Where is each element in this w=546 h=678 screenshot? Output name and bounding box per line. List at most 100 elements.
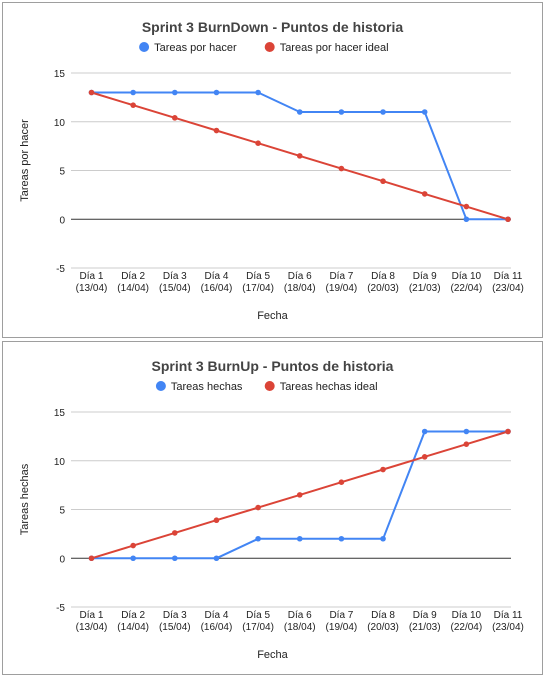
x-tick-label: Día 2 <box>121 271 145 282</box>
x-tick-sublabel: (21/03) <box>409 622 441 633</box>
x-tick-sublabel: (16/04) <box>201 622 233 633</box>
x-tick-label: Día 4 <box>204 610 228 621</box>
series-2-point <box>88 555 95 562</box>
series-2-point <box>213 517 220 524</box>
series-2-point <box>421 191 428 197</box>
series-1-point <box>380 535 386 542</box>
legend-label-1: Tareas por hacer <box>154 42 237 54</box>
x-tick-label: Día 1 <box>80 271 104 282</box>
series-2-point <box>88 89 95 96</box>
x-tick-sublabel: (19/04) <box>326 283 358 294</box>
series-2-point <box>130 102 136 108</box>
series-2-point <box>338 165 345 172</box>
x-tick-label: Día 6 <box>288 610 312 621</box>
x-tick-label: Día 6 <box>288 271 312 282</box>
y-tick-label: -5 <box>56 603 65 614</box>
x-tick-sublabel: (20/03) <box>367 622 399 633</box>
chart-title: Sprint 3 BurnDown - Puntos de historia <box>142 19 404 35</box>
series-1-point <box>172 555 178 562</box>
y-tick-label: -5 <box>56 264 65 275</box>
series-1-point <box>421 428 428 435</box>
series-2-point <box>421 454 428 460</box>
x-tick-label: Día 10 <box>452 610 482 621</box>
x-tick-sublabel: (13/04) <box>76 622 108 633</box>
legend-label-1: Tareas hechas <box>171 381 243 393</box>
x-tick-sublabel: (15/04) <box>159 622 191 633</box>
burndown-chart-panel: Sprint 3 BurnDown - Puntos de historia Ta… <box>2 2 543 338</box>
x-tick-label: Día 11 <box>494 610 523 621</box>
chart-title: Sprint 3 BurnUp - Puntos de historia <box>152 358 394 374</box>
series-1-point <box>172 89 178 96</box>
series-1-point <box>130 555 136 562</box>
y-axis-label: Tareas por hacer <box>19 119 31 202</box>
series-1-point <box>338 109 345 115</box>
x-tick-label: Día 8 <box>371 271 395 282</box>
series-1-point <box>255 535 261 542</box>
x-tick-label: Día 3 <box>163 271 187 282</box>
burnup-chart: Sprint 3 BurnUp - Puntos de historia Tare… <box>19 358 524 661</box>
x-axis-label: Fecha <box>257 310 288 322</box>
x-tick-label: Día 3 <box>163 610 187 621</box>
y-axis-label: Tareas hechas <box>19 463 31 535</box>
x-tick-sublabel: (17/04) <box>242 283 274 294</box>
x-tick-sublabel: (16/04) <box>201 283 233 294</box>
series-2-point <box>130 542 136 549</box>
x-tick-label: Día 8 <box>371 610 395 621</box>
x-tick-sublabel: (19/04) <box>326 622 358 633</box>
x-tick-label: Día 7 <box>329 271 353 282</box>
x-tick-sublabel: (14/04) <box>117 283 149 294</box>
legend-marker-2 <box>264 42 275 52</box>
y-tick-label: 0 <box>59 215 65 226</box>
series-2-point <box>296 153 303 159</box>
series-2-point <box>172 115 178 121</box>
series-2-point <box>255 504 261 511</box>
x-tick-label: Día 7 <box>329 610 353 621</box>
x-tick-label: Día 4 <box>204 271 228 282</box>
x-tick-sublabel: (13/04) <box>76 283 108 294</box>
series-1-point <box>130 89 136 96</box>
x-tick-sublabel: (21/03) <box>409 283 441 294</box>
series-1-point <box>255 89 261 96</box>
burndown-chart: Sprint 3 BurnDown - Puntos de historia Ta… <box>19 19 524 322</box>
y-tick-label: 10 <box>54 118 66 129</box>
series-2-point <box>172 530 178 536</box>
x-tick-sublabel: (23/04) <box>492 283 524 294</box>
legend-label-2: Tareas hechas ideal <box>280 381 378 393</box>
x-tick-label: Día 1 <box>80 610 104 621</box>
series-2-point <box>380 466 386 473</box>
x-tick-label: Día 5 <box>246 271 270 282</box>
series-2-point <box>505 428 511 435</box>
series-2-point <box>505 216 511 223</box>
series-1-point <box>380 109 386 115</box>
legend-marker-1 <box>155 381 166 391</box>
x-tick-sublabel: (22/04) <box>451 622 483 633</box>
series-2-point <box>213 127 220 134</box>
burnup-chart-panel: Sprint 3 BurnUp - Puntos de historia Tare… <box>2 341 543 675</box>
x-tick-label: Día 10 <box>452 271 482 282</box>
x-tick-label: Día 11 <box>494 271 523 282</box>
y-tick-label: 5 <box>59 506 65 517</box>
series-2-point <box>463 203 470 210</box>
series-1-point <box>421 109 428 115</box>
x-tick-sublabel: (20/03) <box>367 283 399 294</box>
x-axis-label: Fecha <box>257 649 288 661</box>
series-1-point <box>338 535 345 542</box>
x-tick-sublabel: (22/04) <box>451 283 483 294</box>
series-1-point <box>463 428 470 435</box>
legend-label-2: Tareas por hacer ideal <box>280 42 389 54</box>
y-tick-label: 5 <box>59 167 65 178</box>
series-2-point <box>296 492 303 498</box>
x-tick-sublabel: (15/04) <box>159 283 191 294</box>
x-tick-sublabel: (18/04) <box>284 283 316 294</box>
y-tick-label: 15 <box>54 408 66 419</box>
series-1-point <box>296 109 303 115</box>
x-tick-label: Día 5 <box>246 610 270 621</box>
legend-marker-2 <box>264 381 275 391</box>
x-tick-sublabel: (18/04) <box>284 622 316 633</box>
y-tick-label: 0 <box>59 554 65 565</box>
x-tick-sublabel: (23/04) <box>492 622 524 633</box>
y-tick-label: 10 <box>54 457 66 468</box>
series-2-point <box>338 479 345 485</box>
legend-marker-1 <box>139 42 150 52</box>
series-2-point <box>255 140 261 146</box>
